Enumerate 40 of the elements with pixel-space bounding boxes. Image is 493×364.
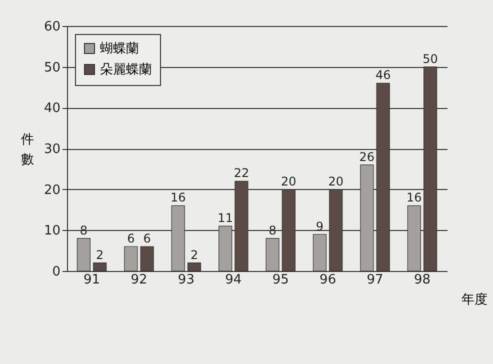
y-tick-label: 20 [44, 182, 60, 198]
data-label: 6 [127, 232, 135, 246]
y-tick-label: 40 [44, 101, 60, 116]
y-tick-label: 10 [44, 224, 60, 239]
bar [187, 262, 202, 272]
data-label: 2 [190, 248, 198, 262]
x-tick-label: 94 [225, 272, 242, 288]
x-axis-title: 年度 [462, 292, 488, 308]
data-label: 20 [328, 174, 344, 188]
data-label: 46 [375, 68, 391, 82]
data-label: 9 [316, 219, 324, 234]
x-tick-label: 98 [414, 272, 430, 288]
y-tick-label: 30 [44, 142, 60, 157]
y-axis-title: 件數 [21, 132, 34, 168]
legend-label: 蝴蝶蘭 [100, 42, 139, 56]
bar [124, 246, 138, 272]
legend-label: 朵麗蝶蘭 [100, 62, 152, 78]
bar [266, 238, 280, 272]
bar [76, 238, 91, 272]
data-label: 16 [170, 190, 186, 205]
y-tick-label: 60 [44, 20, 60, 34]
data-label: 20 [281, 174, 296, 188]
x-tick-label: 91 [84, 272, 100, 288]
x-tick-label: 93 [178, 272, 194, 288]
data-label: 11 [218, 211, 233, 226]
x-tick-label: 97 [366, 272, 384, 288]
bar [312, 234, 327, 272]
x-tick-label: 96 [320, 272, 336, 288]
data-label: 6 [143, 232, 151, 246]
bar [93, 262, 107, 272]
data-label: 22 [234, 166, 250, 180]
data-label: 2 [96, 248, 104, 262]
data-label: 26 [359, 150, 375, 164]
bar [140, 246, 154, 272]
y-tick-label: 50 [44, 60, 60, 76]
x-tick-label: 92 [130, 272, 148, 288]
data-label: 16 [406, 190, 422, 205]
data-label: 50 [422, 52, 438, 66]
x-tick-label: 95 [272, 272, 289, 288]
y-tick-label: 0 [52, 264, 60, 280]
